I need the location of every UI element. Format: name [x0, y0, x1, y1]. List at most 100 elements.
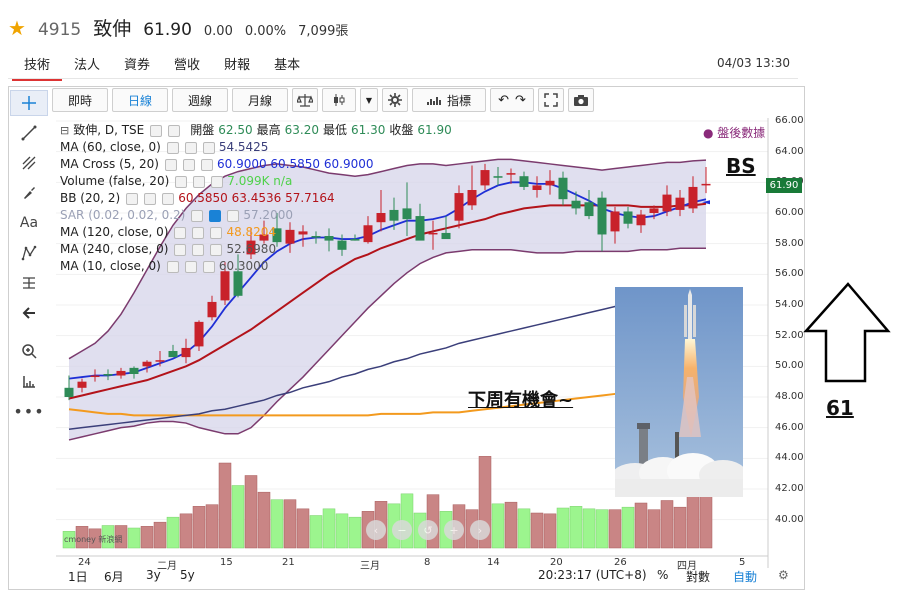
- settings-gear-icon[interactable]: [382, 88, 408, 112]
- candlestick: [350, 234, 360, 241]
- legend-close-icon[interactable]: [210, 243, 223, 256]
- legend-settings-icon[interactable]: [184, 141, 197, 154]
- tab-margin[interactable]: 資券: [124, 58, 151, 73]
- text-tool-icon[interactable]: Aa: [19, 215, 39, 231]
- range-6m[interactable]: 6月: [104, 570, 124, 584]
- after-hours-link[interactable]: ● 盤後數據: [703, 126, 766, 140]
- legend-close-icon[interactable]: [227, 209, 240, 222]
- legend-close-icon[interactable]: [211, 175, 224, 188]
- candle-type-icon[interactable]: [322, 88, 356, 112]
- price-tick-label: 42.00: [775, 483, 804, 494]
- tab-financials[interactable]: 財報: [224, 58, 251, 73]
- weekly-button[interactable]: 週線: [172, 88, 228, 112]
- tab-institutional[interactable]: 法人: [74, 58, 101, 73]
- time-tick-label: 24: [78, 557, 91, 568]
- auto-scale-toggle[interactable]: 自動: [733, 570, 758, 584]
- ma60-line: [68, 295, 707, 430]
- trend-line-tool-icon[interactable]: [10, 120, 48, 146]
- stock-name: 致伸: [93, 18, 132, 40]
- legend-value: 60.5850 63.4536 57.7164: [178, 191, 335, 205]
- scroll-right-icon[interactable]: ›: [470, 520, 490, 540]
- legend-close-icon[interactable]: [210, 226, 223, 239]
- more-tools-icon[interactable]: •••: [13, 401, 45, 421]
- legend-eye-icon[interactable]: [166, 141, 179, 154]
- reset-view-icon[interactable]: ↺: [418, 520, 438, 540]
- tab-technical[interactable]: 技術: [12, 54, 63, 81]
- pattern-tool-icon[interactable]: [10, 240, 48, 266]
- tab-basic[interactable]: 基本: [274, 58, 301, 73]
- range-3y[interactable]: 3y: [146, 568, 161, 582]
- legend-hidden-icon[interactable]: [209, 209, 222, 222]
- scroll-left-icon[interactable]: ‹: [366, 520, 386, 540]
- legend-eye-icon[interactable]: [174, 226, 187, 239]
- tab-revenue[interactable]: 營收: [174, 58, 201, 73]
- candle-body: [428, 232, 438, 235]
- measure-tool-icon[interactable]: [10, 270, 48, 296]
- zoom-in-icon[interactable]: [10, 338, 48, 364]
- camera-icon[interactable]: [568, 88, 594, 112]
- monthly-button[interactable]: 月線: [232, 88, 288, 112]
- back-arrow-icon[interactable]: [10, 300, 48, 326]
- chart-bottom-bar: 1日 6月 3y 5y 20:23:17 (UTC+8) % 對數 自動 ⚙: [60, 568, 800, 586]
- axis-settings-gear-icon[interactable]: ⚙: [778, 568, 789, 582]
- price-tick-label: 44.00: [775, 452, 804, 464]
- range-5y[interactable]: 5y: [180, 568, 195, 582]
- price-tick-label: 54.00: [775, 299, 804, 310]
- crosshair-tool-icon[interactable]: [10, 90, 48, 116]
- price-tick-label: 52.00: [775, 329, 804, 341]
- fib-tool-icon[interactable]: [10, 150, 48, 176]
- candlestick: [220, 262, 230, 305]
- target-number-annotation: 61: [826, 396, 854, 420]
- candle-body: [207, 301, 217, 318]
- candle-body: [389, 209, 399, 221]
- volume-bar: [257, 491, 271, 549]
- time-tick-label: 15: [220, 557, 233, 568]
- compare-scale-icon[interactable]: [292, 88, 318, 112]
- candlestick: [116, 367, 126, 379]
- legend-eye-icon[interactable]: [150, 124, 163, 137]
- legend-close-icon[interactable]: [202, 141, 215, 154]
- legend-eye-icon[interactable]: [126, 192, 139, 205]
- daily-button[interactable]: 日線: [112, 88, 168, 112]
- range-1d[interactable]: 1日: [68, 570, 88, 584]
- candle-body: [350, 239, 360, 241]
- ruler-icon[interactable]: [10, 368, 48, 394]
- candle-body: [129, 367, 139, 374]
- legend-settings-icon[interactable]: [182, 158, 195, 171]
- zoom-in-nav-icon[interactable]: +: [444, 520, 464, 540]
- time-tick-label: 二月: [157, 561, 177, 572]
- chevron-down-icon[interactable]: ▼: [360, 88, 378, 112]
- legend-eye-icon[interactable]: [191, 209, 204, 222]
- legend-settings-icon[interactable]: [184, 260, 197, 273]
- legend-close-icon[interactable]: [200, 158, 213, 171]
- legend-eye-icon[interactable]: [166, 260, 179, 273]
- legend-settings-icon[interactable]: [144, 192, 157, 205]
- collapse-icon[interactable]: ⊟: [60, 124, 70, 137]
- favorite-star-icon[interactable]: ★: [8, 16, 26, 40]
- legend-settings-icon[interactable]: [192, 226, 205, 239]
- legend-settings-icon[interactable]: [193, 175, 206, 188]
- legend-eye-icon[interactable]: [174, 243, 187, 256]
- zoom-out-icon[interactable]: −: [392, 520, 412, 540]
- percent-scale-toggle[interactable]: %: [657, 568, 669, 582]
- legend-close-icon[interactable]: [202, 260, 215, 273]
- legend-eye-icon[interactable]: [175, 175, 188, 188]
- candlestick: [688, 176, 698, 213]
- indicators-button[interactable]: 指標: [412, 88, 486, 112]
- legend-close-icon[interactable]: [162, 192, 175, 205]
- promo-annotation: 下周有機會~: [468, 390, 574, 411]
- legend-settings-icon[interactable]: [192, 243, 205, 256]
- log-scale-toggle[interactable]: 對數: [686, 570, 711, 584]
- fullscreen-icon[interactable]: [538, 88, 564, 112]
- legend-eye-icon[interactable]: [164, 158, 177, 171]
- undo-icon[interactable]: ↶: [498, 92, 509, 108]
- volume-bar: [179, 513, 193, 549]
- candlestick: [584, 190, 594, 220]
- brush-tool-icon[interactable]: [10, 180, 48, 206]
- legend-label: MA (240, close, 0): [60, 242, 169, 256]
- legend-label: BB (20, 2): [60, 191, 121, 205]
- redo-icon[interactable]: ↷: [515, 92, 526, 108]
- legend-settings-icon[interactable]: [168, 124, 181, 137]
- intraday-button[interactable]: 即時: [52, 88, 108, 112]
